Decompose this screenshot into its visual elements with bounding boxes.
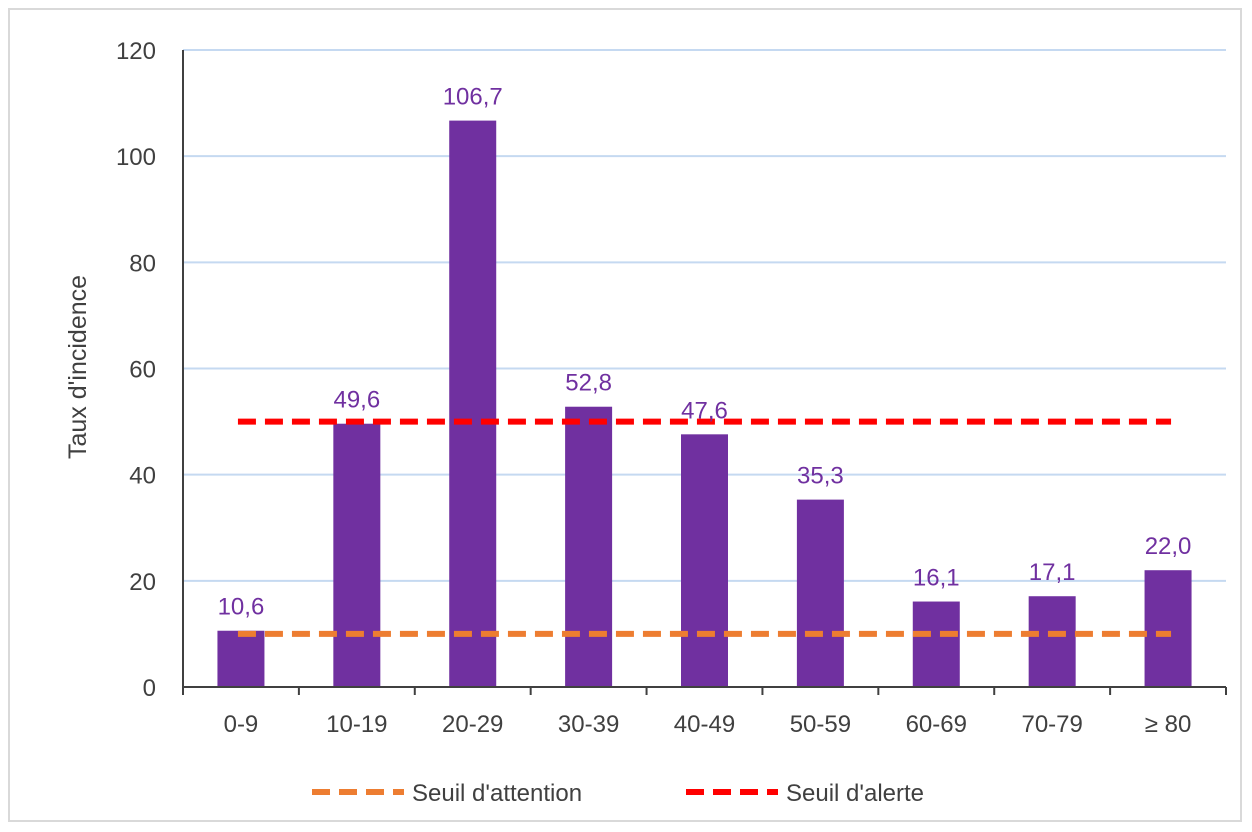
bar: [449, 120, 497, 687]
x-tick-label: ≥ 80: [1145, 711, 1192, 738]
legend-label: Seuil d'attention: [412, 780, 582, 807]
y-tick-label: 60: [129, 357, 156, 384]
y-tick-label: 20: [129, 569, 156, 596]
x-tick-label: 70-79: [1021, 711, 1082, 738]
y-tick-label: 80: [129, 250, 156, 277]
data-label: 22,0: [1145, 533, 1192, 560]
y-tick-labels: 0 20 40 60 80 100 120: [116, 38, 156, 702]
y-tick-label: 120: [116, 38, 156, 65]
x-tick-labels: 0-9 10-19 20-29 30-39 40-49 50-59 60-69 70-79 ≥ …: [224, 711, 1192, 738]
bar: [912, 601, 960, 687]
legend-label: Seuil d'alerte: [786, 780, 924, 807]
y-axis-title: Taux d'incidence: [64, 275, 92, 459]
y-tick-label: 40: [129, 463, 156, 490]
data-label: 47,6: [681, 397, 728, 424]
data-label: 16,1: [913, 565, 960, 592]
x-tick-label: 10-19: [326, 711, 387, 738]
x-tick-label: 40-49: [674, 711, 735, 738]
data-label: 52,8: [565, 370, 612, 397]
reference-lines: [237, 418, 1172, 637]
bar: [1028, 596, 1076, 687]
bar: [333, 423, 381, 687]
bar: [565, 406, 613, 687]
data-label: 17,1: [1029, 559, 1076, 586]
axes: [182, 50, 1227, 695]
bar: [681, 434, 728, 687]
data-label: 106,7: [443, 84, 503, 111]
y-tick-label: 0: [143, 675, 156, 702]
bar: [796, 499, 844, 687]
data-label: 49,6: [333, 387, 380, 414]
data-label: 35,3: [797, 463, 844, 490]
x-tick-label: 50-59: [790, 711, 851, 738]
data-label: 10,6: [218, 594, 265, 621]
x-tick-label: 0-9: [224, 711, 259, 738]
legend: Seuil d'attention Seuil d'alerte: [312, 780, 924, 807]
x-tick-label: 20-29: [442, 711, 503, 738]
bars: [217, 120, 1192, 687]
bar: [1144, 570, 1192, 687]
x-tick-label: 60-69: [906, 711, 967, 738]
bar: [217, 630, 265, 687]
x-tick-label: 30-39: [558, 711, 619, 738]
y-tick-label: 100: [116, 144, 156, 171]
data-labels: 10,6 49,6 106,7 52,8 47,6 35,3 16,1 17,1 22,0: [218, 84, 1192, 621]
